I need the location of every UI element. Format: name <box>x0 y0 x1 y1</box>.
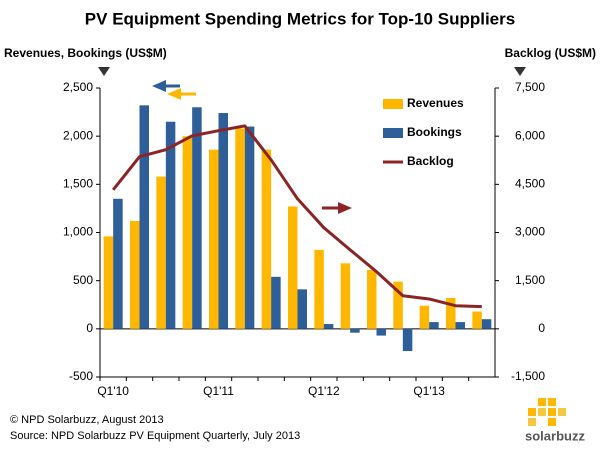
logo-text: solarbuzz <box>525 428 585 443</box>
bar <box>244 126 255 329</box>
y2-tick-label: 4,500 <box>515 177 545 191</box>
y-tick-label: 1,500 <box>63 177 93 191</box>
bar <box>367 270 377 329</box>
arrow <box>167 88 196 100</box>
axis-marker <box>514 67 526 76</box>
x-tick-label: Q1'13 <box>413 384 445 398</box>
bar <box>323 324 334 329</box>
bar <box>350 328 360 333</box>
y2-tick-label: -1,500 <box>511 369 545 383</box>
bar <box>156 176 166 329</box>
y-axis-label: Revenues, Bookings (US$M) <box>4 46 167 60</box>
bar <box>297 289 307 329</box>
line <box>111 124 482 309</box>
bar <box>481 319 492 329</box>
y2-tick-label: 3,000 <box>515 225 545 239</box>
bar <box>429 322 439 329</box>
x-tick-label: Q1'10 <box>97 384 129 398</box>
y-tick-label: 1,000 <box>63 225 93 239</box>
bar <box>393 281 403 329</box>
legend-swatch <box>383 128 403 138</box>
bar <box>235 128 245 329</box>
footnote: Source: NPD Solarbuzz PV Equipment Quart… <box>10 430 300 442</box>
bar <box>271 276 281 329</box>
footnote: © NPD Solarbuzz, August 2013 <box>10 414 164 426</box>
bar <box>419 305 430 329</box>
y2-tick-label: 6,000 <box>515 128 545 142</box>
y-tick-label: 500 <box>73 273 93 287</box>
arrow <box>322 202 352 214</box>
bar <box>402 328 413 351</box>
y-tick-label: 2,000 <box>63 128 93 142</box>
bar <box>139 105 149 329</box>
x-tick-label: Q1'12 <box>308 384 340 398</box>
legend-swatch <box>383 99 403 109</box>
bar <box>165 121 176 329</box>
bar <box>261 149 272 329</box>
y-tick-label: 2,500 <box>63 80 93 94</box>
bar <box>314 249 324 329</box>
axis-marker <box>98 67 110 76</box>
legend-label: Backlog <box>407 154 454 168</box>
y2-tick-label: 1,500 <box>515 273 545 287</box>
arrow <box>152 80 180 92</box>
bar <box>130 220 140 329</box>
bar <box>113 198 123 329</box>
y-tick-label: -500 <box>69 369 93 383</box>
legend-label: Bookings <box>407 125 462 139</box>
logo: solarbuzz <box>525 398 585 443</box>
chart-title: PV Equipment Spending Metrics for Top-10… <box>85 9 515 28</box>
bar <box>209 149 219 329</box>
bar <box>340 263 351 329</box>
bar <box>446 298 456 329</box>
legend-label: Revenues <box>407 96 464 110</box>
bar <box>455 322 465 329</box>
y2-tick-label: 7,500 <box>515 80 545 94</box>
bar <box>192 107 202 329</box>
y-tick-label: 0 <box>86 321 93 335</box>
x-tick-label: Q1'11 <box>203 384 234 398</box>
bar <box>472 311 482 329</box>
bar <box>218 113 228 329</box>
y2-tick-label: 0 <box>538 321 545 335</box>
bar <box>376 328 386 336</box>
bar <box>288 206 298 329</box>
bar <box>182 136 193 329</box>
y2-axis-label: Backlog (US$M) <box>505 46 596 60</box>
bar <box>103 236 114 329</box>
